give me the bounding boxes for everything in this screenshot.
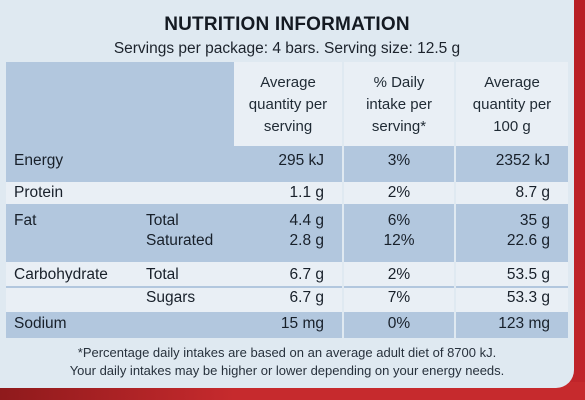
- fat-total-per-serving: 4.4 g: [289, 212, 324, 229]
- fat-total-per-100g: 35 g: [519, 212, 550, 229]
- sodium-per-serving: 15 mg: [280, 315, 324, 332]
- row-label-energy: Energy: [14, 152, 64, 169]
- sodium-daily: 0%: [387, 315, 411, 332]
- row-band-carbohydrate: [6, 262, 568, 286]
- footnote-line-1: *Percentage daily intakes are based on a…: [77, 345, 497, 360]
- row-label-carbohydrate: Carbohydrate: [14, 266, 108, 283]
- carb-total-per-100g: 53.5 g: [506, 266, 550, 283]
- sodium-per-100g: 123 mg: [498, 315, 550, 332]
- row-band-sugars: [6, 288, 568, 312]
- protein-per-100g: 8.7 g: [515, 184, 550, 201]
- energy-per-serving: 295 kJ: [278, 152, 324, 169]
- fat-saturated-per-serving: 2.8 g: [289, 232, 324, 249]
- protein-daily: 2%: [387, 184, 411, 201]
- header-daily-intake: % Daily intake per serving*: [366, 74, 432, 135]
- column-divider: [342, 62, 344, 338]
- carb-sugars-sublabel: Sugars: [146, 289, 196, 306]
- header-per-100g: Average quantity per 100 g: [472, 74, 552, 135]
- header-per-serving: Average quantity per serving: [248, 74, 328, 135]
- fat-saturated-sublabel: Saturated: [146, 232, 214, 249]
- carb-total-daily: 2%: [387, 266, 411, 283]
- energy-daily: 3%: [387, 152, 411, 169]
- nutrition-label: NUTRITION INFORMATION Servings per packa…: [0, 0, 574, 388]
- row-label-fat: Fat: [14, 212, 37, 229]
- carb-total-per-serving: 6.7 g: [289, 266, 324, 283]
- footnote-line-2: Your daily intakes may be higher or lowe…: [69, 363, 505, 378]
- row-band-protein: [6, 182, 568, 204]
- row-label-sodium: Sodium: [14, 315, 67, 332]
- energy-per-100g: 2352 kJ: [495, 152, 550, 169]
- fat-saturated-per-100g: 22.6 g: [506, 232, 550, 249]
- carb-sugars-per-serving: 6.7 g: [289, 289, 324, 306]
- header-cell-per-100g: [456, 62, 568, 146]
- carb-sugars-daily: 7%: [387, 289, 411, 306]
- label-title: NUTRITION INFORMATION: [164, 14, 410, 35]
- protein-per-serving: 1.1 g: [289, 184, 324, 201]
- carb-total-sublabel: Total: [146, 266, 179, 283]
- column-divider: [454, 62, 456, 338]
- serving-info: Servings per package: 4 bars. Serving si…: [113, 40, 461, 57]
- header-cell-daily-intake: [344, 62, 454, 146]
- fat-total-daily: 6%: [387, 212, 411, 229]
- fat-total-sublabel: Total: [146, 212, 179, 229]
- row-label-protein: Protein: [14, 184, 64, 201]
- fat-saturated-daily: 12%: [383, 232, 415, 249]
- carb-sugars-per-100g: 53.3 g: [506, 289, 550, 306]
- header-cell-per-serving: [234, 62, 342, 146]
